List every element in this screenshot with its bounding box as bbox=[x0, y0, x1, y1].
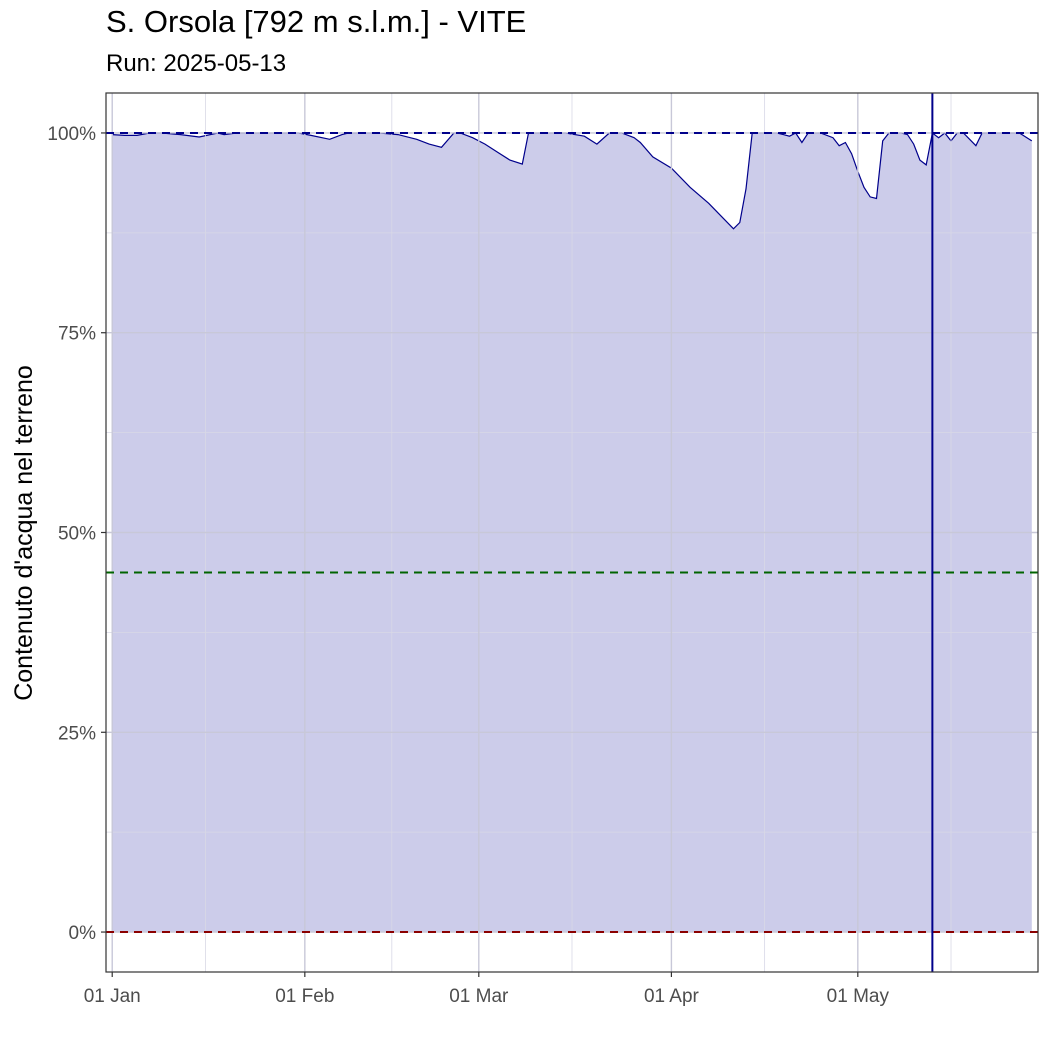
x-tick-label: 01 May bbox=[827, 986, 890, 1007]
y-tick-label: 50% bbox=[58, 524, 96, 545]
axes: 0% 25% 50% 75% 100% 01 Jan 01 Feb 01 Mar 01 Apr 0… bbox=[47, 124, 889, 1007]
y-tick-label: 25% bbox=[58, 723, 96, 744]
x-tick-label: 01 Apr bbox=[644, 986, 700, 1007]
x-tick-label: 01 Mar bbox=[449, 986, 509, 1007]
x-tick-label: 01 Feb bbox=[275, 986, 334, 1007]
y-tick-label: 75% bbox=[58, 324, 96, 345]
series-line bbox=[112, 131, 1033, 230]
reference-lines bbox=[106, 93, 1038, 972]
chart-subtitle: Run: 2025-05-13 bbox=[106, 50, 287, 77]
x-tick-label: 01 Jan bbox=[84, 986, 141, 1007]
y-tick-label: 100% bbox=[47, 124, 96, 145]
y-tick-label: 0% bbox=[69, 923, 97, 944]
chart-title: S. Orsola [792 m s.l.m.] - VITE bbox=[106, 4, 527, 39]
y-axis-title: Contenuto d'acqua nel terreno bbox=[10, 365, 38, 701]
